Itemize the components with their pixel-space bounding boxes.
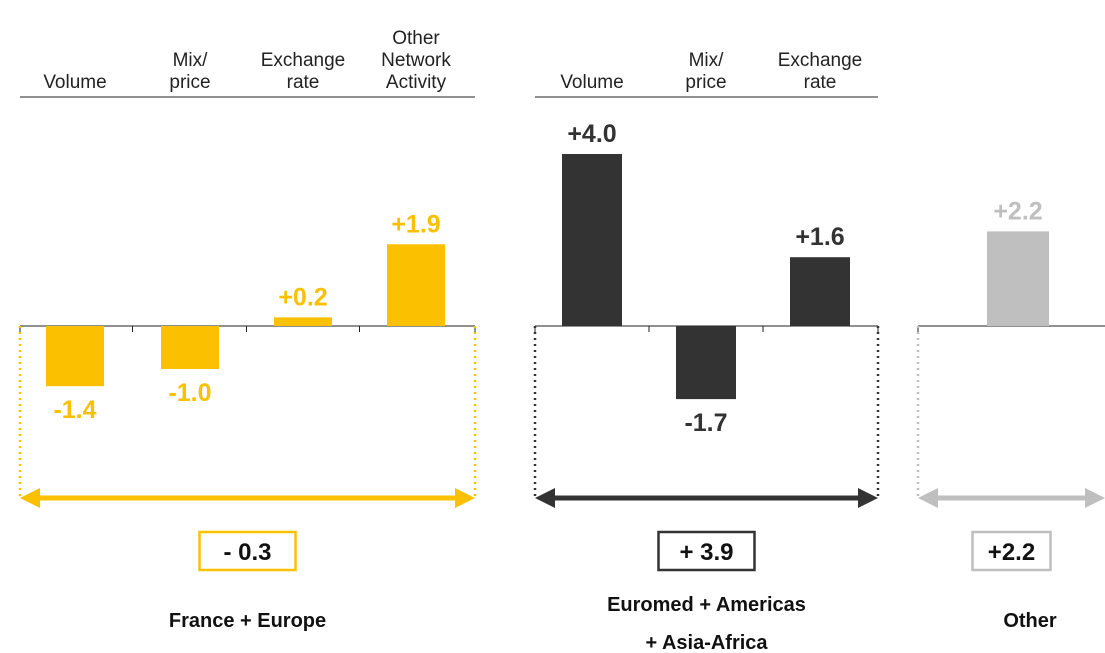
arrow-head (918, 488, 938, 508)
value-label: -1.7 (684, 409, 727, 437)
value-label: +1.9 (391, 210, 440, 238)
total-box (971, 530, 1052, 572)
arrow-head (1085, 488, 1105, 508)
bar (562, 154, 622, 326)
bar (274, 317, 332, 326)
category-label: Mix/price (169, 50, 210, 93)
category-label: Mix/price (685, 50, 726, 93)
arrow-head (535, 488, 555, 508)
group-name: Other (1003, 610, 1057, 632)
value-label: +1.6 (795, 223, 844, 251)
bar (987, 231, 1049, 326)
category-label: Exchange rate (778, 50, 863, 93)
bar (676, 326, 736, 400)
category-label: Volume (43, 72, 106, 93)
bar (387, 244, 445, 326)
arrow-head (858, 488, 878, 508)
total-box (657, 530, 756, 572)
value-label: +4.0 (567, 120, 616, 148)
group-name: Euromed + Americas + Asia-Africa (607, 594, 806, 653)
value-label: +2.2 (993, 197, 1042, 225)
total-label: +2.2 (988, 539, 1035, 566)
total-box (198, 530, 297, 572)
value-label: -1.4 (53, 396, 96, 424)
bar (790, 257, 850, 326)
bar (46, 326, 104, 387)
bar (161, 326, 219, 369)
category-label: Other Network Activity (381, 28, 451, 93)
category-label: Exchange rate (261, 50, 346, 93)
value-label: -1.0 (168, 379, 211, 407)
category-label: Volume (560, 72, 623, 93)
value-label: +0.2 (278, 283, 327, 311)
group-name: France + Europe (169, 610, 326, 632)
total-label: - 0.3 (223, 539, 271, 566)
arrow-head (20, 488, 40, 508)
total-label: + 3.9 (679, 539, 733, 566)
arrow-head (455, 488, 475, 508)
